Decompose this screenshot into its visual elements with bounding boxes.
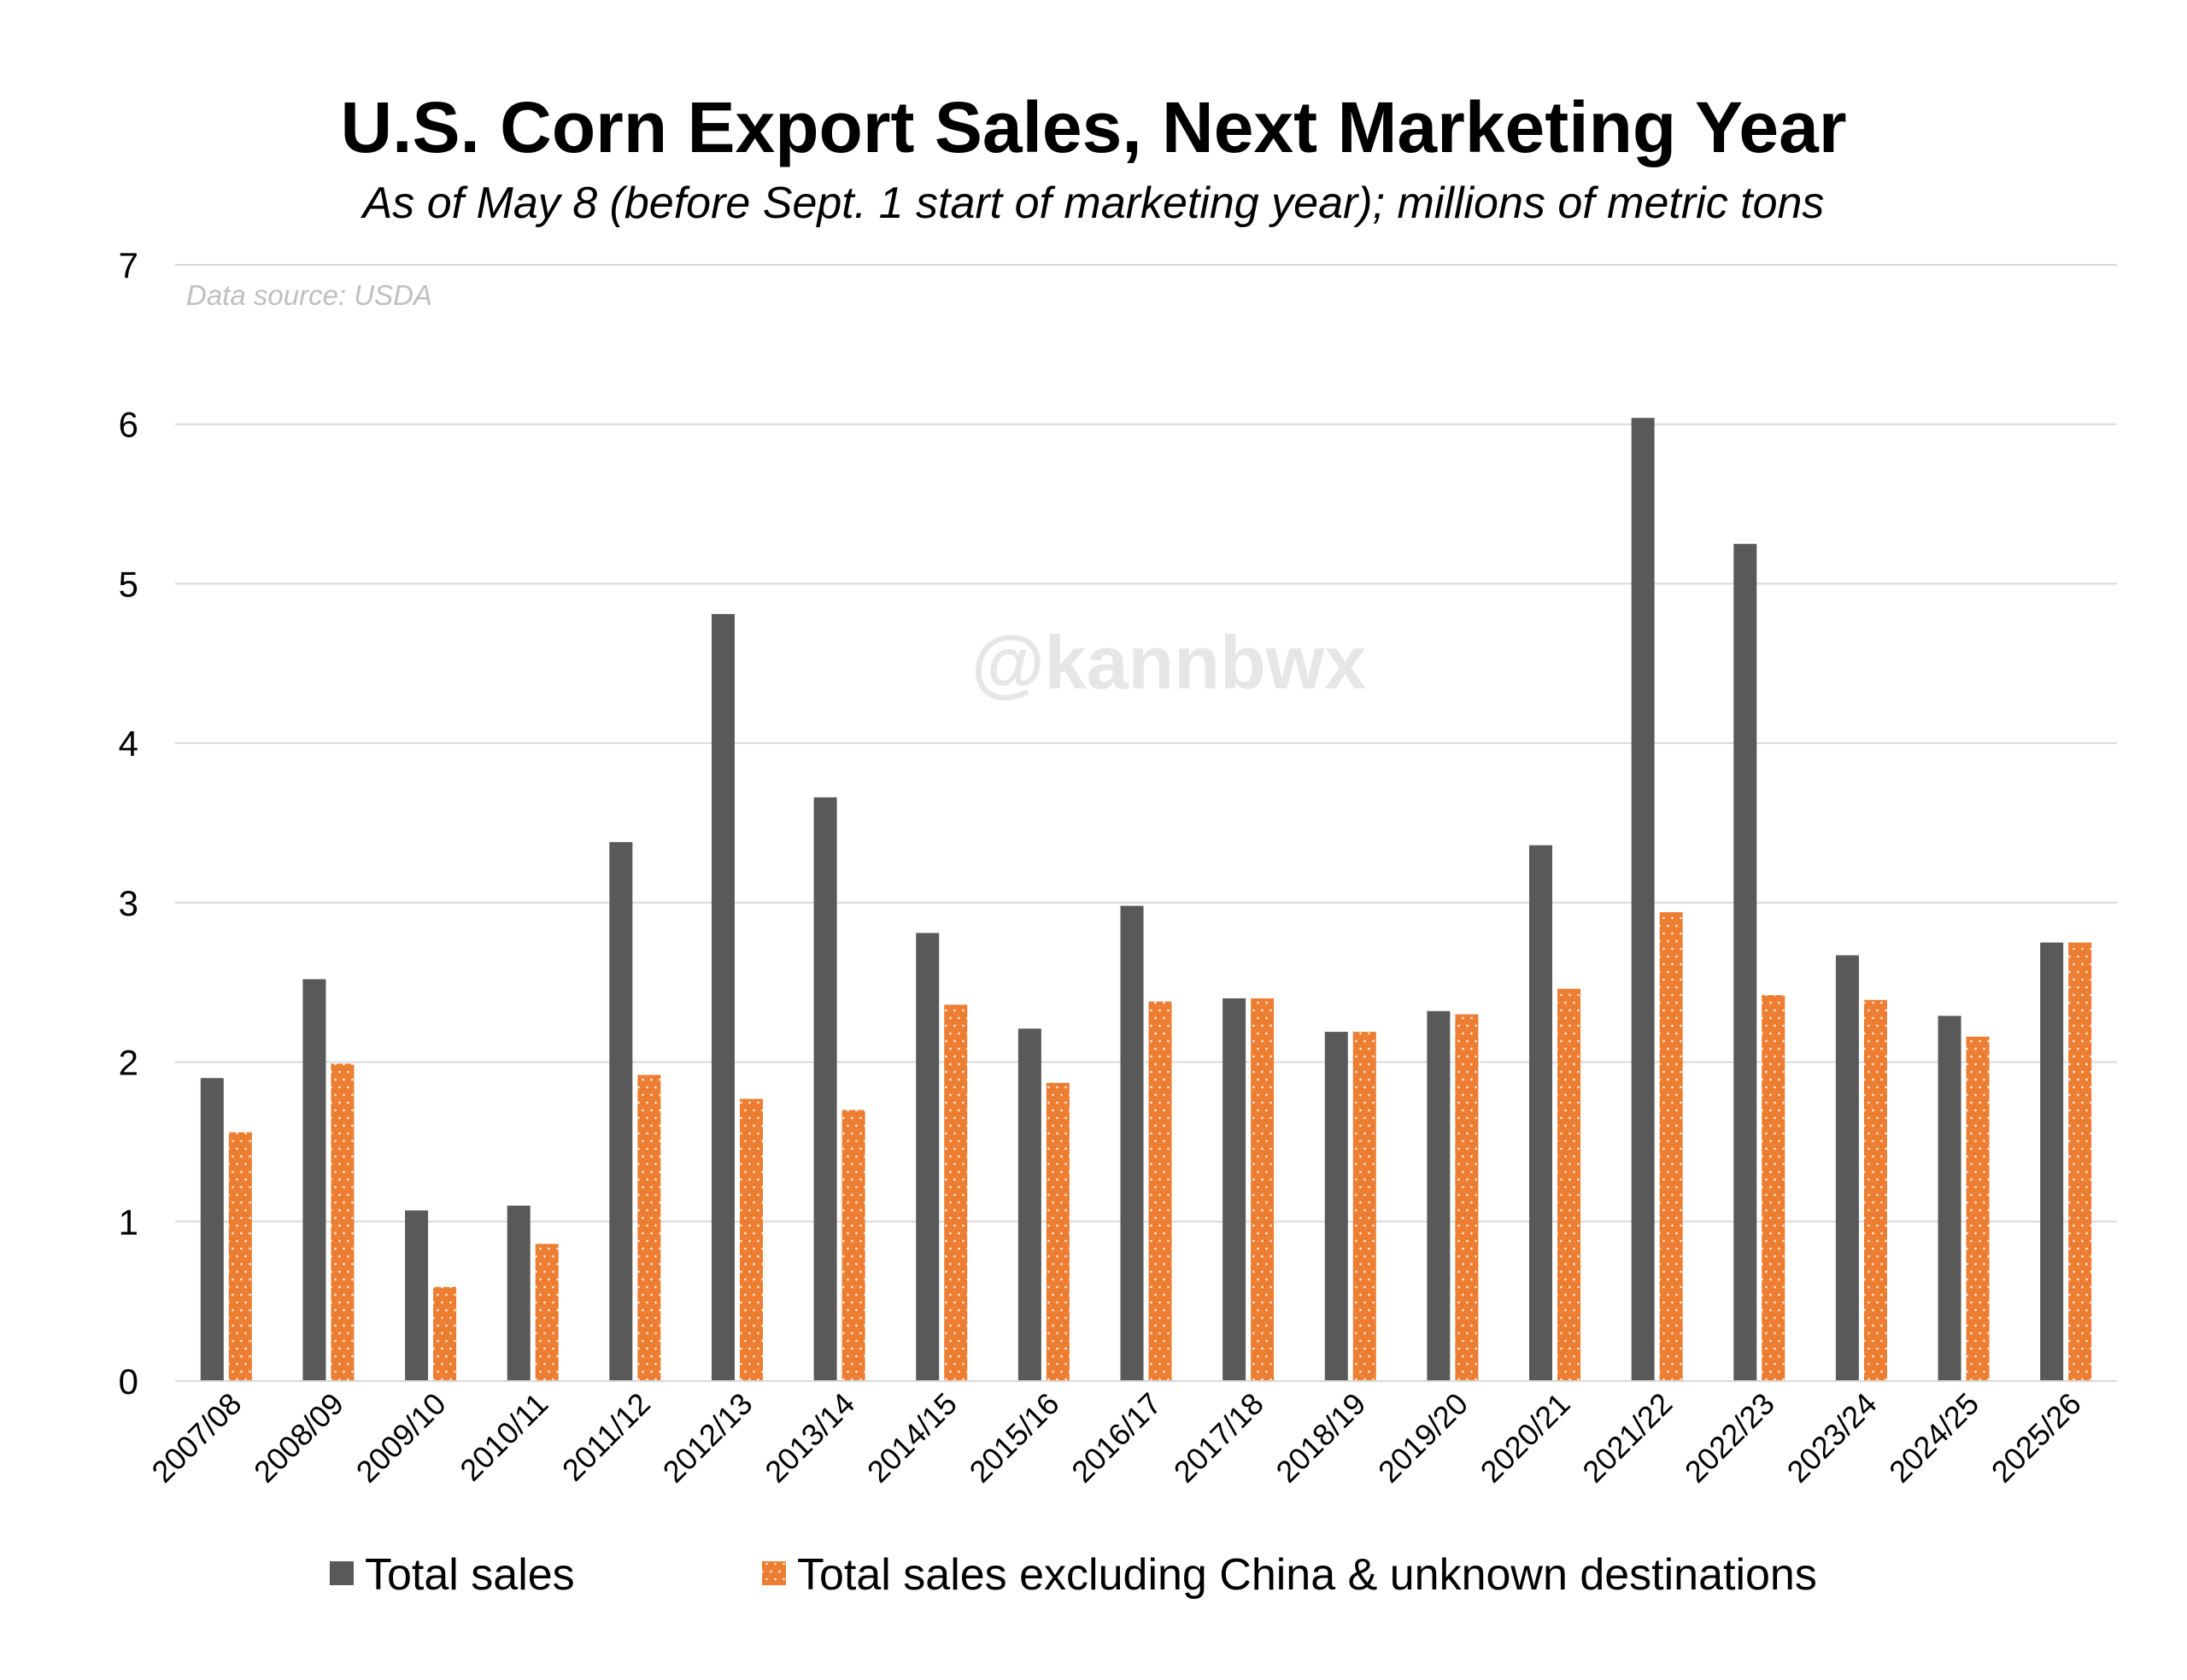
- bar-total-sales: [711, 613, 735, 1381]
- legend-swatch-total-sales: [330, 1561, 354, 1585]
- bar-total-sales: [1835, 955, 1859, 1381]
- chart-title: U.S. Corn Export Sales, Next Marketing Y…: [340, 87, 1846, 167]
- x-tick-label: 2021/22: [1575, 1386, 1679, 1490]
- x-tick-label: 2020/21: [1474, 1386, 1577, 1490]
- bar-excluding-china: [1557, 988, 1581, 1381]
- x-tick-label: 2014/15: [860, 1386, 964, 1490]
- y-tick-label: 7: [119, 245, 138, 285]
- x-tick-label: 2024/25: [1882, 1386, 1985, 1490]
- bar-excluding-china: [1659, 912, 1683, 1381]
- bar-excluding-china: [739, 1098, 763, 1381]
- bar-excluding-china: [1148, 1001, 1172, 1381]
- x-tick-label: 2023/24: [1780, 1386, 1884, 1490]
- bar-excluding-china: [841, 1109, 865, 1381]
- x-tick-label: 2016/17: [1064, 1386, 1168, 1490]
- bar-total-sales: [507, 1205, 531, 1381]
- bar-total-sales: [1427, 1010, 1451, 1381]
- legend-label-total-sales: Total sales: [365, 1550, 575, 1600]
- y-tick-label: 0: [119, 1361, 138, 1402]
- x-tick-label: 2013/14: [758, 1386, 861, 1490]
- bar-excluding-china: [1455, 1014, 1479, 1381]
- bar-total-sales: [2040, 942, 2064, 1381]
- bar-excluding-china: [1762, 995, 1785, 1381]
- bar-excluding-china: [228, 1132, 252, 1381]
- legend: Total sales Total sales excluding China …: [330, 1550, 1817, 1600]
- x-tick-label: 2008/09: [247, 1386, 350, 1490]
- x-tick-label: 2009/10: [349, 1386, 453, 1490]
- bar-excluding-china: [331, 1063, 355, 1381]
- bar-excluding-china: [1251, 998, 1275, 1381]
- x-tick-label: 2015/16: [963, 1386, 1066, 1490]
- chart-subtitle: As of May 8 (before Sept. 1 start of mar…: [361, 179, 1825, 228]
- bars: [175, 418, 2117, 1382]
- x-tick-label: 2025/26: [1985, 1386, 2088, 1490]
- legend-label-excluding-china: Total sales excluding China & unknown de…: [797, 1550, 1817, 1600]
- bar-excluding-china: [433, 1286, 457, 1381]
- bar-total-sales: [200, 1078, 224, 1381]
- watermark: @kannbwx: [971, 620, 1366, 705]
- legend-swatch-excluding-china: [762, 1561, 786, 1585]
- bar-excluding-china: [535, 1244, 559, 1381]
- bar-total-sales: [405, 1210, 429, 1381]
- bar-total-sales: [1120, 905, 1144, 1381]
- bar-total-sales: [1324, 1032, 1348, 1381]
- bar-total-sales: [1222, 998, 1246, 1381]
- bar-total-sales: [302, 979, 326, 1381]
- bar-total-sales: [609, 841, 633, 1381]
- bar-excluding-china: [944, 1004, 968, 1381]
- bar-total-sales: [916, 933, 940, 1381]
- data-source-note: Data source: USDA: [186, 279, 432, 311]
- bar-total-sales: [1017, 1028, 1041, 1381]
- y-tick-label: 2: [119, 1043, 138, 1083]
- legend-item-excluding-china: Total sales excluding China & unknown de…: [762, 1550, 1817, 1600]
- gridlines: [175, 264, 2117, 1382]
- bar-total-sales: [1631, 418, 1655, 1381]
- legend-item-total-sales: Total sales: [330, 1550, 575, 1600]
- bar-total-sales: [1938, 1016, 1961, 1381]
- bar-excluding-china: [2068, 942, 2092, 1381]
- x-tick-label: 2017/18: [1167, 1386, 1270, 1490]
- bar-excluding-china: [1046, 1082, 1070, 1381]
- y-axis-ticks: 0 1 2 3 4 5 6 7: [119, 245, 138, 1402]
- bar-excluding-china: [637, 1074, 661, 1381]
- x-tick-label: 2011/12: [555, 1386, 657, 1488]
- y-tick-label: 1: [119, 1202, 138, 1242]
- x-tick-label: 2022/23: [1678, 1386, 1781, 1490]
- bar-excluding-china: [1863, 999, 1887, 1381]
- bar-excluding-china: [1966, 1036, 1990, 1381]
- bar-excluding-china: [1352, 1032, 1376, 1381]
- y-tick-label: 4: [119, 723, 138, 764]
- bar-total-sales: [1733, 543, 1757, 1381]
- x-tick-label: 2012/13: [656, 1386, 759, 1490]
- y-tick-label: 3: [119, 883, 138, 923]
- x-tick-label: 2019/20: [1371, 1386, 1475, 1490]
- x-tick-label: 2007/08: [144, 1386, 248, 1490]
- y-tick-label: 5: [119, 564, 138, 604]
- bar-total-sales: [1529, 845, 1553, 1381]
- x-tick-label: 2018/19: [1269, 1386, 1372, 1490]
- bar-total-sales: [813, 797, 837, 1381]
- x-tick-label: 2010/11: [453, 1386, 554, 1488]
- y-tick-label: 6: [119, 405, 138, 445]
